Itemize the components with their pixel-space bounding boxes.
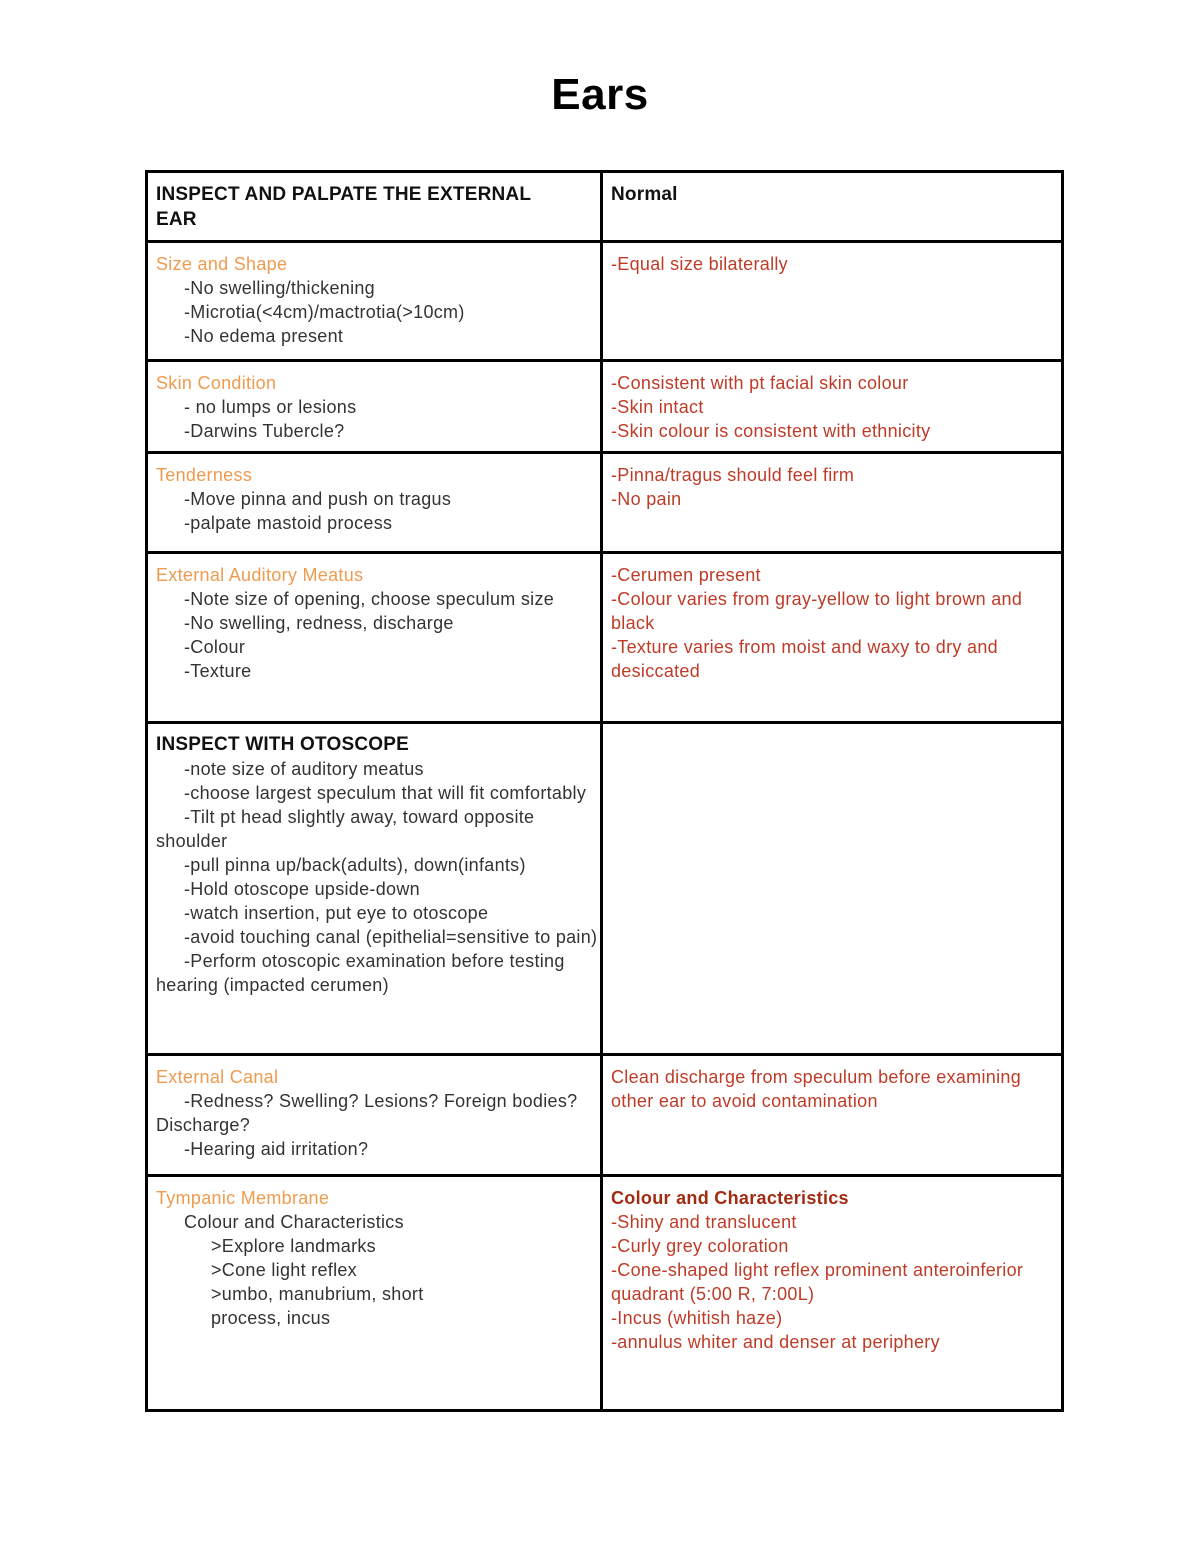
- row-title: External Canal: [156, 1067, 279, 1087]
- cell-left: External Auditory Meatus -Note size of op…: [145, 551, 603, 724]
- table-row: Skin Condition - no lumps or lesions -Darw…: [145, 359, 1064, 454]
- header-cell-left: INSPECT AND PALPATE THE EXTERNAL EAR: [145, 170, 603, 243]
- row-item: -No swelling, redness, discharge: [184, 613, 454, 633]
- column-header-right: Normal: [611, 184, 678, 205]
- row-item: -Consistent with pt facial skin colour: [611, 373, 909, 393]
- row-item: -Texture: [184, 661, 252, 681]
- row-item: -Curly grey coloration: [611, 1236, 789, 1256]
- row-item: -Hold otoscope upside-down: [184, 879, 420, 899]
- table-row: External Auditory Meatus -Note size of op…: [145, 551, 1064, 724]
- cell-right: -Pinna/tragus should feel firm -No pain: [600, 451, 1064, 554]
- row-item: -watch insertion, put eye to otoscope: [184, 903, 489, 923]
- cell-left: INSPECT WITH OTOSCOPE -note size of audit…: [145, 721, 603, 1056]
- row-item: -Colour: [184, 637, 246, 657]
- row-item: Clean discharge from speculum before exa…: [611, 1067, 1022, 1111]
- cell-left: External Canal -Redness? Swelling? Lesion…: [145, 1053, 603, 1177]
- cell-right: [600, 721, 1064, 1056]
- table-row: Size and Shape -No swelling/thickening -Mi…: [145, 240, 1064, 362]
- row-item: -Skin colour is consistent with ethnicit…: [611, 421, 931, 441]
- row-title: Size and Shape: [156, 254, 288, 274]
- row-item: -Note size of opening, choose speculum s…: [184, 589, 555, 609]
- row-item: -Cone-shaped light reflex prominent ante…: [611, 1260, 1024, 1304]
- row-title: Skin Condition: [156, 373, 277, 393]
- row-item: -No pain: [611, 489, 682, 509]
- row-item: -choose largest speculum that will fit c…: [184, 783, 587, 803]
- exam-table-body: INSPECT AND PALPATE THE EXTERNAL EAR Norm…: [145, 170, 1064, 1412]
- header-cell-right: Normal: [600, 170, 1064, 243]
- cell-left: Tympanic Membrane Colour and Characterist…: [145, 1174, 603, 1412]
- row-item: -annulus whiter and denser at periphery: [611, 1332, 940, 1352]
- row-item: >Cone light reflex: [211, 1260, 357, 1280]
- row-item: Colour and Characteristics: [184, 1212, 404, 1232]
- row-item: -Shiny and translucent: [611, 1212, 797, 1232]
- row-item: -pull pinna up/back(adults), down(infant…: [184, 855, 526, 875]
- row-item: -palpate mastoid process: [184, 513, 393, 533]
- cell-left: Size and Shape -No swelling/thickening -Mi…: [145, 240, 603, 362]
- row-item: -Darwins Tubercle?: [184, 421, 345, 441]
- row-item: -No edema present: [184, 326, 344, 346]
- table-header-row: INSPECT AND PALPATE THE EXTERNAL EAR Norm…: [145, 170, 1064, 243]
- row-title: External Auditory Meatus: [156, 565, 364, 585]
- row-title: Tympanic Membrane: [156, 1188, 330, 1208]
- row-item: -note size of auditory meatus: [184, 759, 424, 779]
- document-page: Ears INSPECT AND PALPATE THE EXTERNAL EA…: [0, 0, 1200, 1412]
- cell-right: -Equal size bilaterally: [600, 240, 1064, 362]
- row-item: -Texture varies from moist and waxy to d…: [611, 637, 998, 681]
- row-item: >Explore landmarks: [211, 1236, 376, 1256]
- row-item: -Skin intact: [611, 397, 704, 417]
- cell-left: Skin Condition - no lumps or lesions -Darw…: [145, 359, 603, 454]
- exam-table: INSPECT AND PALPATE THE EXTERNAL EAR Norm…: [145, 170, 1064, 1412]
- row-item: -Hearing aid irritation?: [184, 1139, 369, 1159]
- table-row: External Canal -Redness? Swelling? Lesion…: [145, 1053, 1064, 1177]
- row-item: -Cerumen present: [611, 565, 761, 585]
- row-item: -Colour varies from gray-yellow to light…: [611, 589, 1023, 633]
- cell-right: -Consistent with pt facial skin colour -S…: [600, 359, 1064, 454]
- row-item: -avoid touching canal (epithelial=sensit…: [184, 927, 598, 947]
- row-title: Colour and Characteristics: [611, 1188, 849, 1208]
- row-title: INSPECT WITH OTOSCOPE: [156, 734, 409, 755]
- cell-left: Tenderness -Move pinna and push on tragus…: [145, 451, 603, 554]
- table-row: INSPECT WITH OTOSCOPE -note size of audit…: [145, 721, 1064, 1056]
- row-item: -Microtia(<4cm)/mactrotia(>10cm): [184, 302, 465, 322]
- row-item: -No swelling/thickening: [184, 278, 375, 298]
- row-item: -Move pinna and push on tragus: [184, 489, 452, 509]
- row-item: >umbo, manubrium, short process, incus: [211, 1284, 424, 1328]
- row-title: Tenderness: [156, 465, 253, 485]
- row-item: - no lumps or lesions: [184, 397, 357, 417]
- row-item: -Equal size bilaterally: [611, 254, 788, 274]
- column-header-left: INSPECT AND PALPATE THE EXTERNAL EAR: [156, 184, 531, 230]
- row-item: -Tilt pt head slightly away, toward oppo…: [156, 807, 535, 851]
- cell-right: Colour and Characteristics -Shiny and tra…: [600, 1174, 1064, 1412]
- row-item: -Perform otoscopic examination before te…: [156, 951, 565, 995]
- page-title: Ears: [551, 70, 649, 119]
- table-row: Tympanic Membrane Colour and Characterist…: [145, 1174, 1064, 1412]
- row-item: -Incus (whitish haze): [611, 1308, 783, 1328]
- cell-right: Clean discharge from speculum before exa…: [600, 1053, 1064, 1177]
- row-item: -Pinna/tragus should feel firm: [611, 465, 855, 485]
- cell-right: -Cerumen present -Colour varies from gray…: [600, 551, 1064, 724]
- row-item: -Redness? Swelling? Lesions? Foreign bod…: [156, 1091, 578, 1135]
- table-row: Tenderness -Move pinna and push on tragus…: [145, 451, 1064, 554]
